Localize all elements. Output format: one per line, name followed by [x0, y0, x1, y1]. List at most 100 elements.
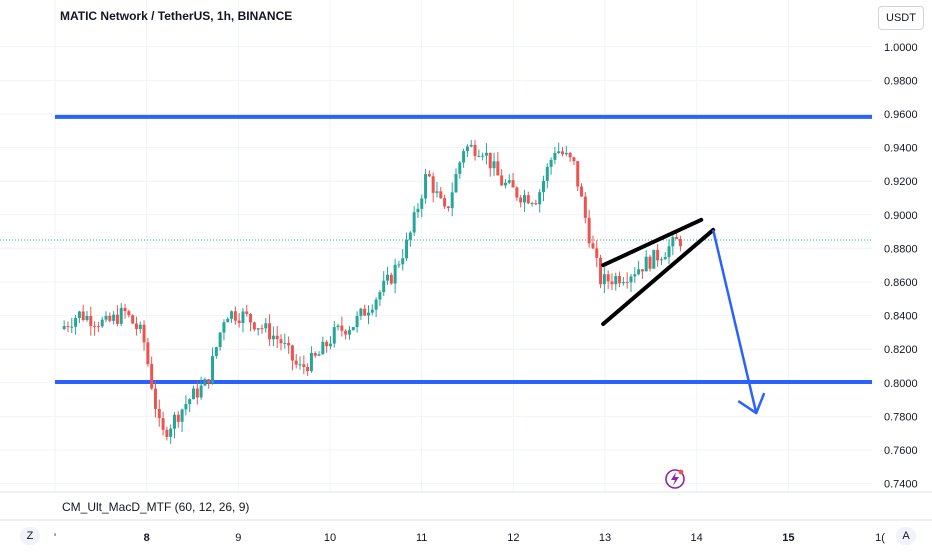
candle-body — [169, 428, 173, 437]
y-tick-label: 0.8400 — [884, 311, 918, 323]
candle-body — [405, 239, 409, 259]
candle-body — [561, 151, 565, 155]
candle-body — [245, 311, 249, 314]
candle-body — [207, 379, 211, 384]
candle-body — [500, 175, 504, 186]
candle-body — [294, 360, 298, 365]
candle-body — [610, 281, 614, 285]
candle-body — [530, 203, 534, 205]
candle-body — [283, 342, 287, 344]
candle-body — [287, 342, 291, 346]
candle-body — [515, 187, 519, 198]
candle-body — [108, 315, 112, 321]
candle-body — [412, 212, 416, 233]
indicator-label[interactable]: CM_Ult_MacD_MTF (60, 12, 26, 9) — [62, 500, 250, 514]
wedge-upper-line — [601, 217, 704, 268]
candle-body — [424, 174, 428, 199]
candle-body — [188, 399, 192, 405]
candle-body — [165, 429, 169, 437]
y-tick-label: 0.9800 — [884, 75, 918, 87]
candle-body — [621, 282, 625, 284]
candle-body — [382, 280, 386, 293]
candle-body — [351, 327, 355, 331]
candle-body — [336, 325, 340, 328]
candle-body — [203, 379, 207, 386]
candle-body — [271, 335, 275, 340]
candle-body — [519, 197, 523, 203]
x-tick-label: 14 — [691, 532, 703, 544]
y-tick-label: 0.7800 — [884, 411, 918, 423]
candle-body — [237, 320, 241, 324]
candle-body — [355, 315, 359, 328]
candle-body — [142, 324, 146, 343]
candle-body — [249, 313, 253, 323]
candle-body — [538, 192, 542, 205]
candle-body — [81, 311, 85, 321]
candle-body — [652, 249, 656, 269]
candle-body — [367, 312, 370, 316]
y-tick-label: 0.9400 — [884, 143, 918, 155]
candle-body — [306, 367, 310, 372]
candle-body — [77, 311, 81, 318]
candle-body — [435, 191, 439, 193]
candle-body — [591, 243, 595, 249]
candle-body — [541, 180, 545, 193]
candle-body — [328, 343, 332, 347]
projection-arrow-head — [737, 392, 766, 415]
candle-body — [507, 180, 511, 183]
candle-body — [431, 176, 435, 193]
candle-body — [161, 418, 165, 430]
candle-body — [522, 195, 526, 203]
x-axis: ' 8 9 10 11 12 13 14 15 1( — [0, 491, 932, 544]
candle-body — [279, 339, 283, 344]
candle-body — [481, 155, 485, 157]
auto-scale-button[interactable]: A — [896, 527, 916, 545]
candle-body — [226, 318, 230, 323]
currency-button[interactable]: USDT — [878, 6, 924, 30]
candles — [62, 139, 682, 444]
candle-body — [260, 328, 264, 330]
candle-body — [572, 157, 576, 162]
candle-body — [503, 182, 507, 186]
candle-body — [667, 246, 671, 258]
candle-body — [321, 341, 325, 355]
candle-body — [89, 315, 93, 326]
x-tick-label: 9 — [235, 532, 241, 544]
candle-body — [123, 307, 127, 312]
candle-body — [450, 192, 454, 209]
candle-body — [180, 409, 184, 422]
x-tick-label: 12 — [507, 532, 519, 544]
candle-body — [214, 347, 218, 357]
candle-body — [325, 341, 329, 347]
candle-body — [602, 274, 606, 285]
candle-body — [298, 364, 302, 366]
x-tick-label: 1( — [875, 532, 885, 544]
alert-badge-icon[interactable] — [665, 469, 685, 489]
candle-body — [374, 299, 378, 310]
candle-body — [275, 335, 279, 340]
candle-body — [157, 408, 161, 419]
candle-body — [119, 307, 123, 324]
candle-body — [112, 314, 116, 321]
candle-body — [172, 414, 176, 429]
candle-body — [340, 325, 344, 331]
candle-body — [640, 269, 644, 272]
candle-body — [492, 161, 496, 169]
candle-body — [618, 276, 622, 284]
candle-body — [454, 173, 458, 193]
candle-body — [252, 322, 256, 330]
x-tick-label: ' — [54, 532, 56, 544]
candle-body — [370, 309, 374, 313]
y-tick-label: 1.0000 — [884, 42, 918, 54]
level-lines: 0.95830.80050.8850 — [0, 108, 923, 390]
x-tick-label: 10 — [324, 532, 336, 544]
candle-body — [644, 256, 648, 272]
y-axis-panel — [872, 0, 932, 550]
candle-body — [74, 317, 78, 327]
candle-body — [153, 388, 157, 409]
z-button[interactable]: Z — [20, 527, 40, 545]
candle-body — [580, 186, 584, 197]
candle-body — [241, 311, 245, 324]
